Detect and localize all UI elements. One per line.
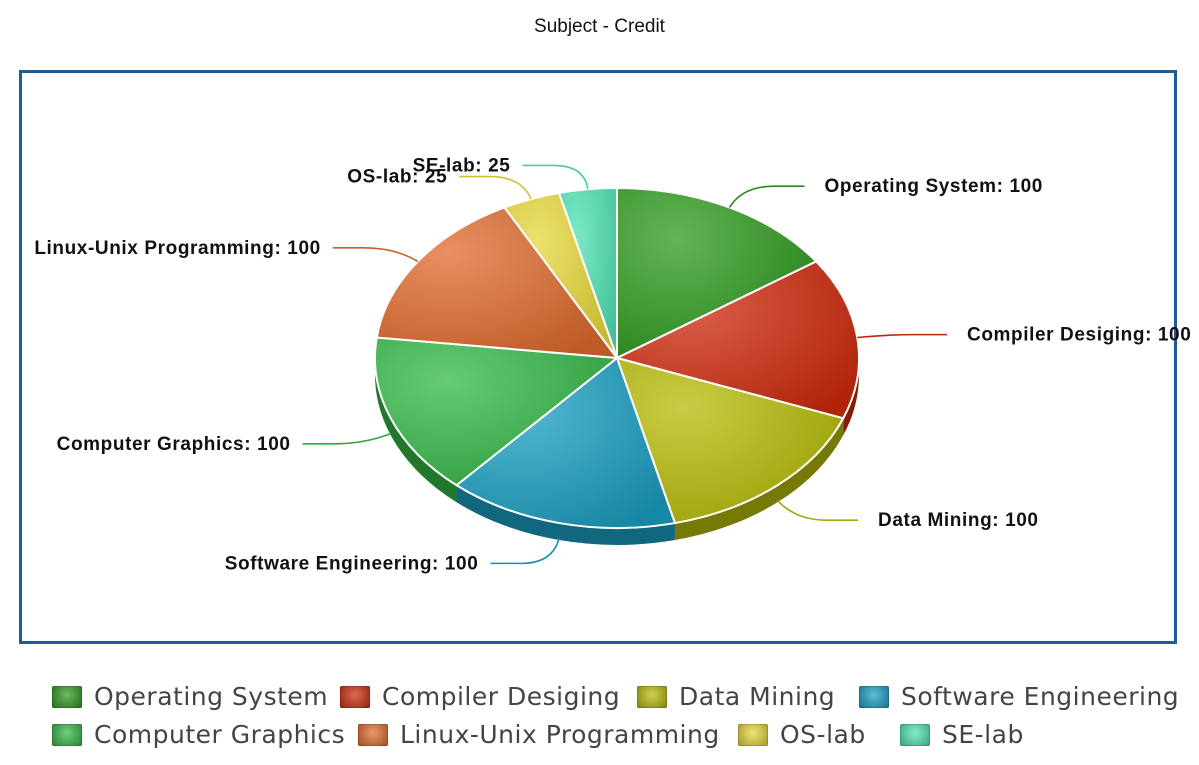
data-label-4: Computer Graphics: 100 bbox=[57, 434, 291, 455]
legend-label: Operating System bbox=[94, 682, 329, 711]
leader-line-0 bbox=[728, 185, 805, 208]
legend-swatch bbox=[52, 723, 82, 746]
data-label-0: Operating System: 100 bbox=[824, 176, 1043, 197]
leader-line-2 bbox=[776, 499, 859, 522]
pie-side-2 bbox=[674, 418, 844, 541]
pie-slice-2[interactable] bbox=[616, 357, 845, 525]
pie-chart: Operating System: 100 Compiler Desiging: … bbox=[34, 155, 1191, 574]
legend-swatch bbox=[340, 685, 370, 708]
legend-swatch bbox=[859, 685, 889, 708]
legend-label: Software Engineering bbox=[901, 682, 1180, 711]
legend-swatch bbox=[52, 685, 82, 708]
legend-label: Compiler Desiging bbox=[382, 682, 621, 711]
legend-swatch bbox=[900, 723, 930, 746]
leader-line-1 bbox=[857, 333, 948, 339]
legend-item[interactable]: Linux-Unix Programming bbox=[358, 720, 720, 749]
data-label-2: Data Mining: 100 bbox=[878, 510, 1039, 531]
leader-line-4 bbox=[302, 432, 392, 445]
data-label-1: Compiler Desiging: 100 bbox=[967, 325, 1191, 346]
legend-item[interactable]: Computer Graphics bbox=[52, 720, 345, 749]
data-label-5: Linux-Unix Programming: 100 bbox=[34, 238, 320, 259]
data-label-7: SE-lab: 25 bbox=[413, 155, 511, 176]
legend-swatch bbox=[358, 723, 388, 746]
leader-line-5 bbox=[332, 246, 419, 263]
leader-line-3 bbox=[490, 538, 560, 565]
data-label-3: Software Engineering: 100 bbox=[225, 553, 479, 574]
legend-item[interactable]: Data Mining bbox=[637, 682, 835, 711]
leader-line-6 bbox=[459, 175, 532, 200]
legend-item[interactable]: OS-lab bbox=[738, 720, 866, 749]
legend-label: Linux-Unix Programming bbox=[400, 720, 720, 749]
legend-swatch bbox=[738, 723, 768, 746]
chart-title: Subject - Credit bbox=[534, 16, 665, 37]
plot-area bbox=[19, 70, 1177, 644]
pie-slice-0[interactable] bbox=[616, 187, 818, 359]
pie-slice-1[interactable] bbox=[616, 260, 860, 420]
data-label-6: OS-lab: 25 bbox=[347, 167, 447, 188]
legend-item[interactable]: SE-lab bbox=[900, 720, 1024, 749]
legend-swatch bbox=[637, 685, 667, 708]
pie-slice-3[interactable] bbox=[455, 357, 676, 529]
legend-label: Computer Graphics bbox=[94, 720, 346, 749]
pie-side-1 bbox=[843, 358, 859, 436]
legend-item[interactable]: Compiler Desiging bbox=[340, 682, 620, 711]
pie-slice-4[interactable] bbox=[374, 336, 618, 487]
legend-label: OS-lab bbox=[780, 720, 866, 749]
pie-slice-7[interactable] bbox=[558, 187, 618, 359]
pie-slice-5[interactable] bbox=[375, 206, 618, 359]
legend-label: Data Mining bbox=[679, 682, 836, 711]
pie-side-3 bbox=[456, 485, 675, 545]
leader-line-7 bbox=[522, 164, 589, 190]
pie-side-4 bbox=[375, 358, 457, 503]
legend-item[interactable]: Software Engineering bbox=[859, 682, 1179, 711]
legend-item[interactable]: Operating System bbox=[52, 682, 328, 711]
legend-label: SE-lab bbox=[942, 720, 1024, 749]
